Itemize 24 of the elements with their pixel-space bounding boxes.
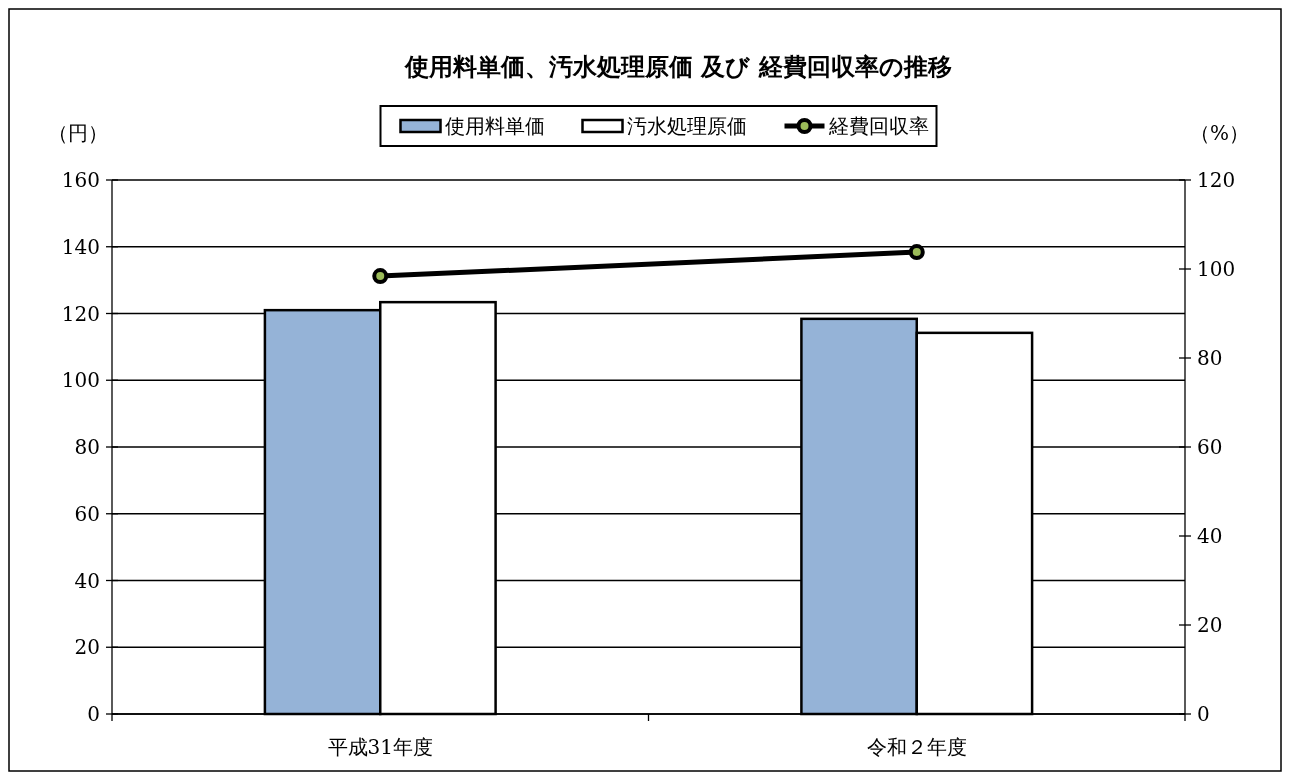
y2-tick-label: 40 [1197,524,1223,548]
y2-tick-label: 80 [1197,346,1223,370]
y-tick-label: 60 [74,501,100,526]
legend-label: 経費回収率 [827,114,929,138]
legend-label: 使用料単価 [444,114,545,138]
y2-tick-label: 100 [1197,257,1236,281]
y-tick-label: 0 [87,702,100,726]
y-tick-label: 80 [74,435,100,459]
chart-title: 使用料単価、汚水処理原価 及び 経費回収率の推移 [404,52,952,81]
y-tick-label: 140 [61,234,100,259]
y2-tick-label: 0 [1197,702,1210,726]
y2-tick-label: 60 [1197,435,1223,459]
y-tick-label: 120 [61,301,100,326]
y-tick-label: 100 [61,368,100,393]
legend-label: 汚水処理原価 [626,114,747,138]
y-tick-label: 40 [74,568,100,593]
y2-tick-label: 20 [1197,613,1223,637]
x-tick-label: 令和２年度 [866,735,967,759]
x-tick-label: 平成31年度 [327,735,433,759]
y-tick-label: 160 [61,168,100,192]
y-tick-label: 20 [74,635,100,660]
y2-tick-label: 120 [1197,168,1236,192]
y2-axis-title: （%） [1190,121,1250,145]
y-axis-title: （円） [48,121,108,145]
